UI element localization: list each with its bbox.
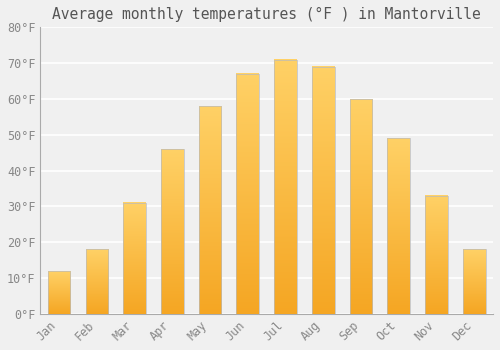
Bar bbox=[48, 271, 70, 314]
Bar bbox=[236, 74, 259, 314]
Title: Average monthly temperatures (°F ) in Mantorville: Average monthly temperatures (°F ) in Ma… bbox=[52, 7, 481, 22]
Bar bbox=[274, 60, 297, 314]
Bar bbox=[312, 67, 334, 314]
Bar bbox=[86, 250, 108, 314]
Bar bbox=[350, 99, 372, 314]
Bar bbox=[161, 149, 184, 314]
Bar bbox=[199, 106, 222, 314]
Bar bbox=[388, 138, 410, 314]
Bar bbox=[124, 203, 146, 314]
Bar bbox=[463, 250, 485, 314]
Bar bbox=[425, 196, 448, 314]
